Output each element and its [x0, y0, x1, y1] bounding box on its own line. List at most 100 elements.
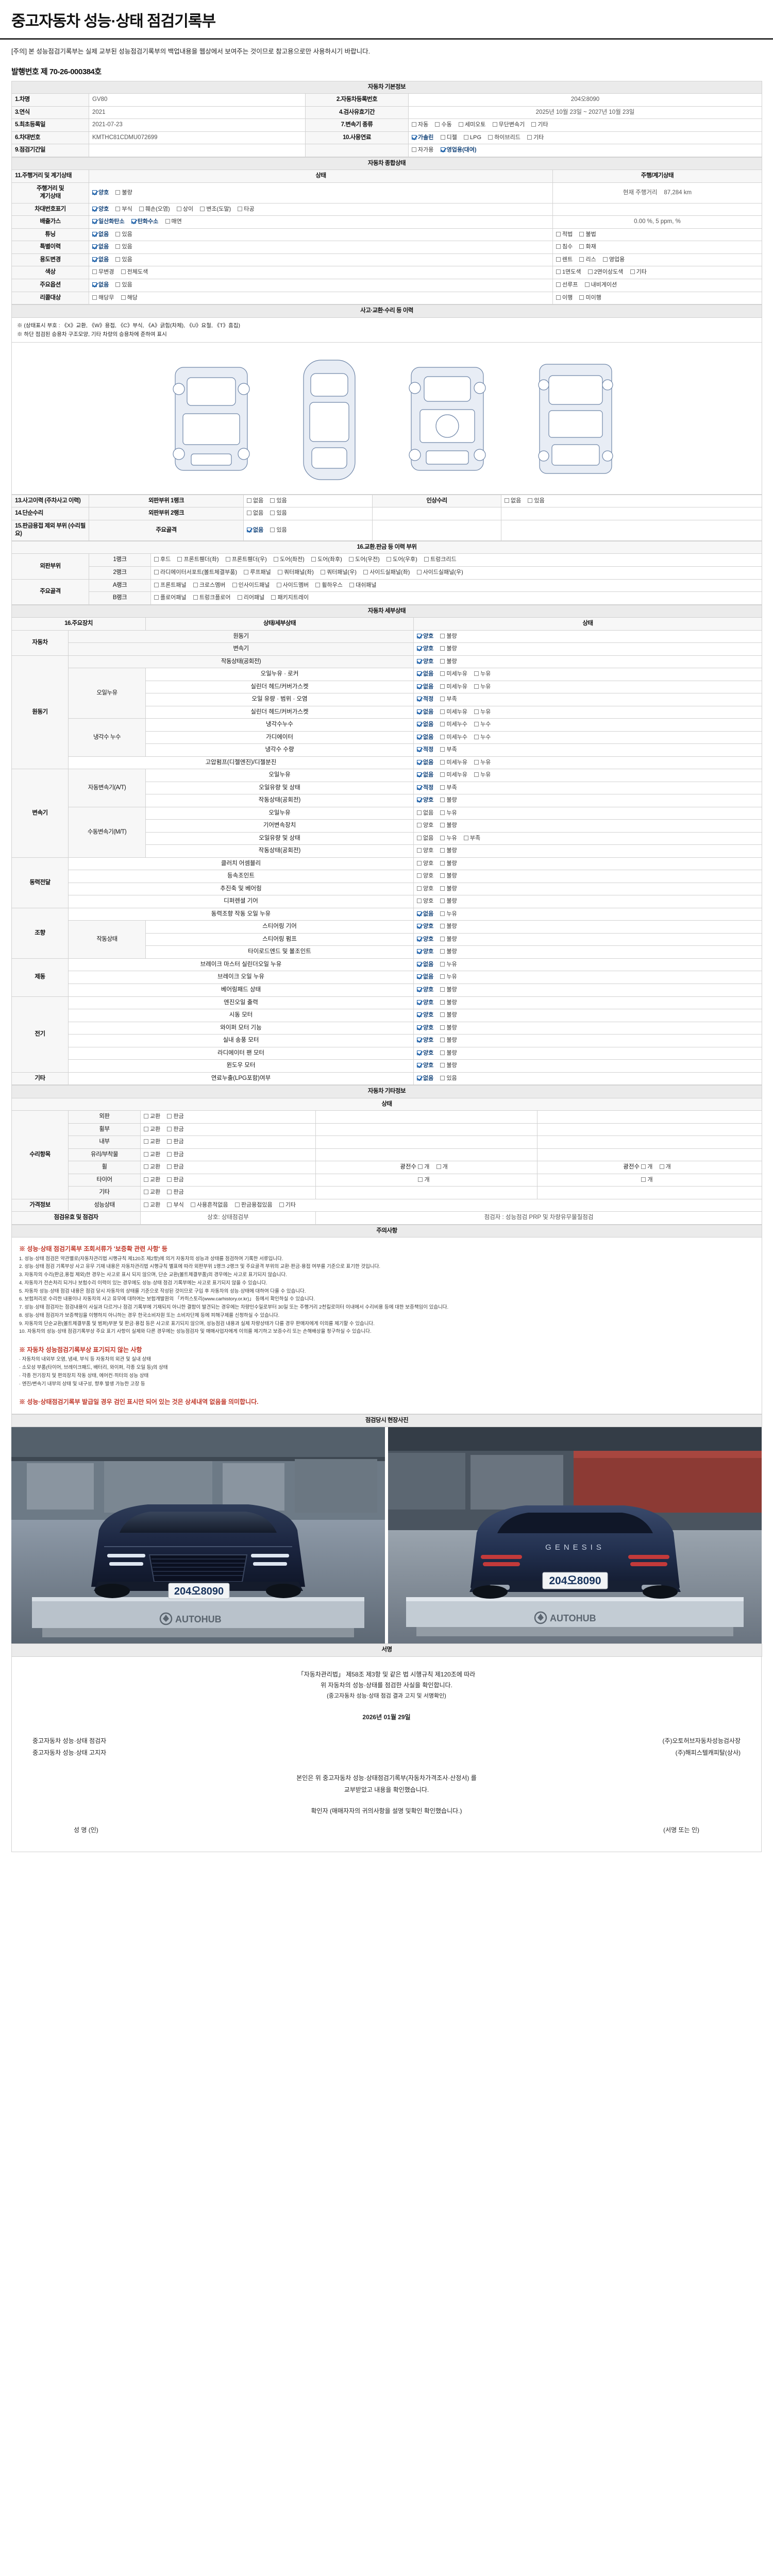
- checkbox-window-bad[interactable]: 불량: [440, 1062, 457, 1070]
- checkbox-wheel-count-3[interactable]: 개: [641, 1163, 652, 1171]
- checkbox-coolantqty-low[interactable]: 부족: [440, 746, 457, 754]
- checkbox-starter-bad[interactable]: 불량: [440, 1011, 457, 1019]
- checkbox-vin-2[interactable]: 훼손(오염): [139, 206, 170, 213]
- checkbox-coolantqty-ok[interactable]: 적정: [417, 746, 433, 754]
- checkbox-wheel2-exchange[interactable]: 교환: [144, 1163, 160, 1171]
- checkbox-at-work-bad[interactable]: 불량: [440, 796, 457, 804]
- checkbox-navi[interactable]: 내비게이션: [584, 281, 617, 289]
- checkbox-color-etc[interactable]: 기타: [630, 268, 647, 276]
- checkbox-skel-none[interactable]: 없음: [247, 527, 263, 534]
- checkbox-trans-0[interactable]: 자동: [412, 121, 428, 129]
- checkbox-hp-pump-none[interactable]: 없음: [417, 759, 433, 767]
- checkbox-rent[interactable]: 렌트: [556, 256, 573, 264]
- checkbox-at-oil-leak[interactable]: 누유: [474, 771, 491, 779]
- checkbox-steergear-good[interactable]: 양호: [417, 923, 433, 930]
- checkbox-brakeoil-leak[interactable]: 누유: [440, 973, 457, 981]
- checkbox-emission-2[interactable]: 매연: [165, 218, 182, 226]
- checkbox-at-level-ok[interactable]: 적정: [417, 784, 433, 792]
- checkbox-hp-pump-minor[interactable]: 미세누유: [440, 759, 467, 767]
- checkbox-tuning-0[interactable]: 없음: [92, 231, 109, 239]
- checkbox-coolant-minor[interactable]: 미세누수: [440, 721, 467, 728]
- checkbox-front-fender-r[interactable]: 프론트휀더(우): [225, 556, 267, 564]
- checkbox-coolant-leak[interactable]: 누수: [474, 721, 491, 728]
- checkbox-bearingpad-good[interactable]: 양호: [417, 986, 433, 994]
- checkbox-color-1[interactable]: 전체도색: [121, 268, 148, 276]
- checkbox-front-panel[interactable]: 프론트패널: [154, 582, 187, 589]
- checkbox-tire-count-1[interactable]: 개: [418, 1176, 430, 1184]
- checkbox-headgasket-minor[interactable]: 미세누유: [440, 683, 467, 691]
- checkbox-steergear-bad[interactable]: 불량: [440, 923, 457, 930]
- checkbox-wiper-bad[interactable]: 불량: [440, 1024, 457, 1032]
- checkbox-trans-4[interactable]: 기타: [531, 121, 548, 129]
- checkbox-door-fr[interactable]: 도어(우전): [348, 556, 380, 564]
- checkbox-use-0[interactable]: 자가용: [412, 146, 433, 154]
- checkbox-skel-yes[interactable]: 있음: [270, 527, 287, 534]
- checkbox-recall-done[interactable]: 이행: [556, 294, 573, 302]
- checkbox-mastercyl-leak[interactable]: 누유: [440, 961, 457, 969]
- checkbox-lease[interactable]: 리스: [579, 256, 596, 264]
- checkbox-roof-panel[interactable]: 루프패널: [244, 569, 271, 577]
- checkbox-price-4[interactable]: 기타: [279, 1201, 296, 1209]
- checkbox-usechange-0[interactable]: 없음: [92, 256, 109, 264]
- checkbox-sidesill-l[interactable]: 사이드실패널(좌): [363, 569, 410, 577]
- checkbox-gear-good[interactable]: 양호: [417, 822, 433, 829]
- checkbox-price-3[interactable]: 판금용접있음: [234, 1201, 273, 1209]
- checkbox-door-fl[interactable]: 도어(좌전): [273, 556, 305, 564]
- checkbox-side-member[interactable]: 사이드멤버: [276, 582, 309, 589]
- checkbox-wheel-exchange[interactable]: 교환: [144, 1126, 160, 1133]
- checkbox-at-work-good[interactable]: 양호: [417, 796, 433, 804]
- checkbox-ext-sheet[interactable]: 판금: [167, 1113, 184, 1121]
- checkbox-ext1-yes[interactable]: 있음: [270, 497, 287, 505]
- checkbox-oil-minor[interactable]: 미세누유: [440, 670, 467, 678]
- checkbox-usechange-1[interactable]: 있음: [115, 256, 132, 264]
- checkbox-tire-sheet[interactable]: 판금: [167, 1176, 184, 1184]
- checkbox-price-0[interactable]: 교환: [144, 1201, 160, 1209]
- checkbox-wheel-count-1[interactable]: 개: [418, 1163, 429, 1171]
- checkbox-gasket2-leak[interactable]: 누유: [474, 708, 491, 716]
- checkbox-glass-exchange[interactable]: 교환: [144, 1151, 160, 1159]
- checkbox-vin-1[interactable]: 부식: [115, 206, 132, 213]
- checkbox-radfan-good[interactable]: 양호: [417, 1049, 433, 1057]
- checkbox-fuel-3[interactable]: 하이브리드: [488, 134, 520, 142]
- checkbox-simple-none[interactable]: 없음: [505, 497, 521, 505]
- checkbox-flood[interactable]: 침수: [556, 243, 573, 251]
- checkbox-color-two[interactable]: 2면이상도색: [587, 268, 623, 276]
- checkbox-vin-5[interactable]: 타공: [238, 206, 255, 213]
- checkbox-fuelleak-yes[interactable]: 있음: [440, 1075, 457, 1082]
- checkbox-mt-level-low[interactable]: 부족: [463, 835, 480, 842]
- checkbox-quarter-l[interactable]: 쿼터패널(좌): [277, 569, 314, 577]
- checkbox-starter-good[interactable]: 양호: [417, 1011, 433, 1019]
- checkbox-wheel-count-4[interactable]: 개: [659, 1163, 671, 1171]
- checkbox-front-fender-l[interactable]: 프론트휀더(좌): [177, 556, 219, 564]
- checkbox-quarter-r[interactable]: 쿼터패널(우): [321, 569, 357, 577]
- checkbox-tierod-bad[interactable]: 불량: [440, 948, 457, 956]
- checkbox-simple-yes[interactable]: 있음: [528, 497, 545, 505]
- checkbox-color-0[interactable]: 무변경: [92, 268, 114, 276]
- checkbox-trans-bad[interactable]: 불량: [440, 645, 457, 653]
- checkbox-hood[interactable]: 후드: [154, 556, 171, 564]
- checkbox-tire-exchange[interactable]: 교환: [144, 1176, 160, 1184]
- checkbox-option-0[interactable]: 없음: [92, 281, 109, 289]
- checkbox-diff-bad[interactable]: 불량: [440, 897, 457, 905]
- checkbox-alt-bad[interactable]: 불량: [440, 999, 457, 1007]
- checkbox-mt-oil-none[interactable]: 없음: [417, 809, 433, 817]
- checkbox-emission-1[interactable]: 탄화수소: [131, 218, 158, 226]
- checkbox-trunk-floor[interactable]: 트렁크플로어: [193, 594, 231, 602]
- checkbox-package-tray[interactable]: 패키지트레이: [271, 594, 309, 602]
- checkbox-mt-work-good[interactable]: 양호: [417, 847, 433, 855]
- checkbox-tierod-good[interactable]: 양호: [417, 948, 433, 956]
- checkbox-sunroof[interactable]: 선루프: [556, 281, 578, 289]
- checkbox-ext2-none[interactable]: 없음: [247, 510, 263, 517]
- checkbox-vin-0[interactable]: 양호: [92, 206, 109, 213]
- checkbox-wheel2-sheet[interactable]: 판금: [167, 1163, 184, 1171]
- checkbox-ps-oil-none[interactable]: 없음: [417, 910, 433, 918]
- checkbox-wheel-sheet[interactable]: 판금: [167, 1126, 184, 1133]
- checkbox-door-rl[interactable]: 도어(좌후): [311, 556, 342, 564]
- checkbox-wiper-good[interactable]: 양호: [417, 1024, 433, 1032]
- checkbox-ext1-none[interactable]: 없음: [247, 497, 263, 505]
- checkbox-fuel-4[interactable]: 기타: [527, 134, 544, 142]
- checkbox-gear-bad[interactable]: 불량: [440, 822, 457, 829]
- confirm-name-field[interactable]: 성 명 (인): [74, 1826, 98, 1834]
- checkbox-wheel-house[interactable]: 휠하우스: [315, 582, 343, 589]
- checkbox-door-rr[interactable]: 도어(우후): [386, 556, 417, 564]
